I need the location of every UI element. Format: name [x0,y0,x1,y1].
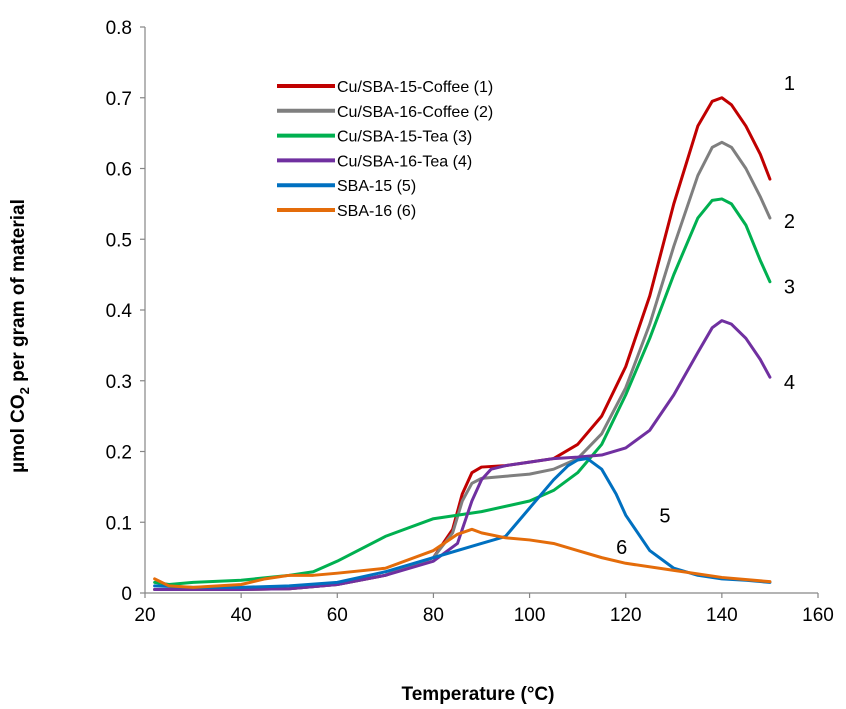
x-axis-title: Temperature (°C) [402,684,555,705]
legend-label-3: Cu/SBA-15-Tea (3) [337,129,472,146]
legend-label-4: Cu/SBA-16-Tea (4) [337,153,472,170]
curve-label-6: 6 [616,537,627,559]
series-line-5 [153,457,772,589]
y-axis-title-suffix: per gram of material [8,199,29,387]
series-end-labels: 1 2 3 4 5 6 [616,73,795,559]
y-axis-title-subscript: 2 [17,387,32,394]
legend-label-2: Cu/SBA-16-Coffee (2) [337,104,493,121]
x-tick-labels: 20 40 60 80 100 120 140 160 [134,593,834,626]
series-line-2 [153,140,772,591]
x-tick-label: 100 [514,605,546,626]
legend-label-1: Cu/SBA-15-Coffee (1) [337,79,493,96]
y-tick-label: 0.8 [106,18,132,39]
series-lines [153,96,772,591]
plot-area: 20 40 60 80 100 120 140 160 0 0.1 0.2 0.3 0.4 0.5 0.6… [106,18,834,626]
curve-label-5: 5 [659,505,670,527]
x-tick-label: 140 [706,605,738,626]
y-tick-label: 0.1 [106,513,132,534]
y-tick-label: 0.6 [106,160,132,181]
y-tick-label: 0.3 [106,372,132,393]
x-tick-label: 60 [327,605,348,626]
y-tick-labels: 0 0.1 0.2 0.3 0.4 0.5 0.6 0.7 0.8 [106,18,145,605]
series-line-4 [153,319,772,591]
legend-label-5: SBA-15 (5) [337,178,416,195]
x-tick-label: 20 [134,605,155,626]
y-tick-label: 0.7 [106,89,132,110]
y-axis-title: µmol CO2 per gram of material [8,199,32,473]
legend-label-6: SBA-16 (6) [337,203,416,220]
series-line-6 [153,527,772,589]
curve-label-4: 4 [784,372,795,394]
curve-label-2: 2 [784,211,795,233]
y-tick-label: 0.2 [106,443,132,464]
curve-label-3: 3 [784,277,795,299]
x-tick-label: 160 [802,605,834,626]
legend: Cu/SBA-15-Coffee (1) Cu/SBA-16-Coffee (2)… [277,79,493,220]
curve-label-1: 1 [784,73,795,95]
y-tick-label: 0 [121,584,132,605]
y-tick-label: 0.4 [106,301,133,322]
x-tick-label: 80 [423,605,444,626]
x-tick-label: 120 [610,605,642,626]
x-tick-label: 40 [231,605,252,626]
y-axis-title-prefix: µmol CO [8,394,29,473]
y-tick-label: 0.5 [106,230,132,251]
